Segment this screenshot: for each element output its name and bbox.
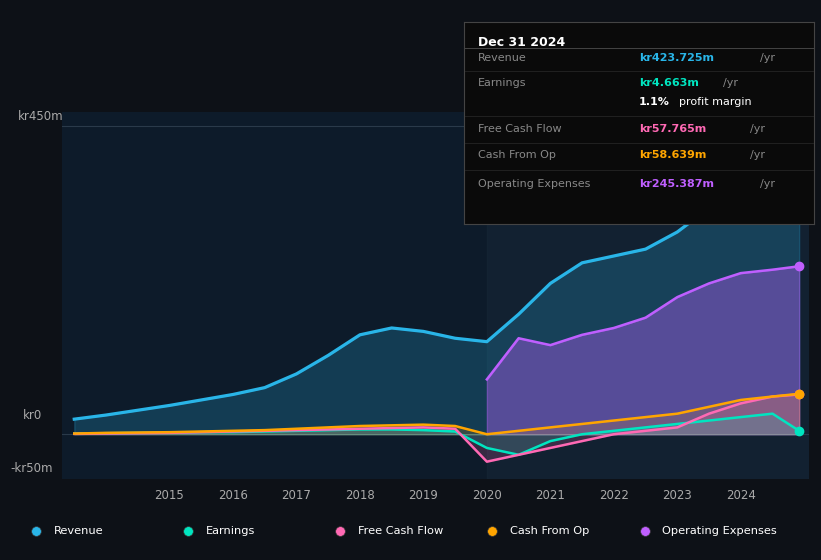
Text: Dec 31 2024: Dec 31 2024 — [478, 35, 565, 49]
Text: Revenue: Revenue — [478, 53, 526, 63]
Text: Operating Expenses: Operating Expenses — [662, 526, 777, 536]
Text: profit margin: profit margin — [680, 97, 752, 107]
Text: Cash From Op: Cash From Op — [510, 526, 589, 536]
Text: Free Cash Flow: Free Cash Flow — [358, 526, 443, 536]
Text: kr58.639m: kr58.639m — [639, 151, 707, 161]
Text: Earnings: Earnings — [205, 526, 255, 536]
Text: Earnings: Earnings — [478, 78, 526, 88]
Text: /yr: /yr — [750, 151, 764, 161]
Text: -kr50m: -kr50m — [11, 462, 53, 475]
Text: kr245.387m: kr245.387m — [639, 179, 714, 189]
Text: kr423.725m: kr423.725m — [639, 53, 714, 63]
Text: /yr: /yr — [750, 124, 764, 134]
Text: /yr: /yr — [723, 78, 738, 88]
Text: /yr: /yr — [760, 53, 775, 63]
Text: /yr: /yr — [760, 179, 775, 189]
Text: kr0: kr0 — [23, 409, 42, 422]
Text: kr4.663m: kr4.663m — [639, 78, 699, 88]
Text: Revenue: Revenue — [53, 526, 103, 536]
Text: kr57.765m: kr57.765m — [639, 124, 706, 134]
Text: Free Cash Flow: Free Cash Flow — [478, 124, 562, 134]
Text: Operating Expenses: Operating Expenses — [478, 179, 590, 189]
Text: kr450m: kr450m — [18, 110, 64, 123]
Text: Cash From Op: Cash From Op — [478, 151, 556, 161]
Text: 1.1%: 1.1% — [639, 97, 670, 107]
Bar — [487, 112, 809, 479]
